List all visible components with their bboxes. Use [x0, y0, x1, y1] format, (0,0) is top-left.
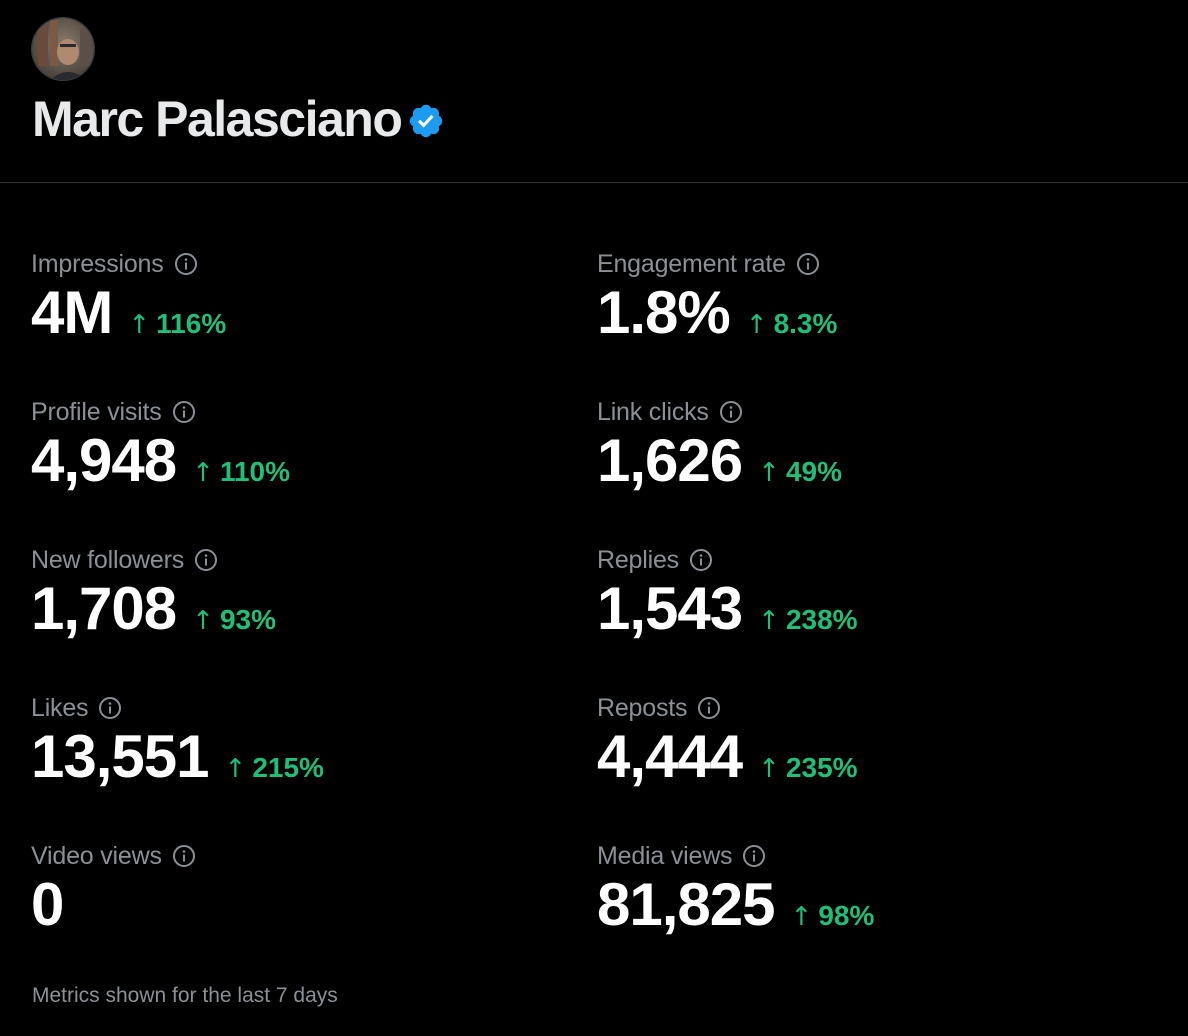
metric-change-value: 110% [219, 456, 291, 487]
metric-value: 4M [31, 279, 113, 346]
metric-change-value: 238% [785, 604, 858, 635]
metric-label: Likes [31, 693, 89, 722]
metric-label-row: Link clicks [597, 396, 743, 428]
profile-name-row: Marc Palasciano [32, 88, 445, 150]
info-icon[interactable] [719, 400, 743, 424]
metric-value-row: 4,948 ↑ 110% [31, 426, 290, 496]
profile-header: Marc Palasciano [0, 0, 1188, 183]
metric-change: ↑ 116% [128, 304, 226, 345]
arrow-up-icon: ↑ [192, 458, 214, 488]
metric-value: 4,444 [597, 723, 743, 790]
metric-new-followers: New followers 1,708 ↑ 93% [31, 544, 571, 684]
arrow-up-icon: ↑ [790, 902, 813, 932]
info-icon[interactable] [172, 844, 196, 868]
arrow-up-icon: ↑ [745, 310, 768, 340]
metric-replies: Replies 1,543 ↑ 238% [597, 544, 1137, 684]
metric-label-row: Video views [31, 840, 196, 872]
metric-label-row: Impressions [31, 248, 198, 280]
metric-value: 1,626 [597, 427, 743, 494]
metric-value-row: 4M ↑ 116% [31, 278, 226, 348]
metric-label-row: Engagement rate [597, 248, 820, 280]
metric-label: Reposts [597, 693, 688, 722]
metric-value-row: 1,626 ↑ 49% [597, 426, 842, 496]
metric-change-value: 98% [818, 900, 875, 931]
metric-label: Link clicks [597, 397, 709, 426]
metric-value-row: 1.8% ↑ 8.3% [597, 278, 837, 348]
metric-value-row: 13,551 ↑ 215% [31, 722, 324, 792]
arrow-up-icon: ↑ [758, 458, 780, 488]
metric-value: 0 [31, 871, 64, 938]
metric-label: Replies [597, 545, 679, 574]
metric-value: 1,708 [31, 575, 177, 642]
info-icon[interactable] [172, 400, 196, 424]
metric-label-row: Media views [597, 840, 766, 872]
metric-change: ↑ 110% [192, 452, 290, 493]
arrow-up-icon: ↑ [758, 606, 780, 636]
arrow-up-icon: ↑ [224, 754, 247, 784]
metric-label: Engagement rate [597, 249, 786, 278]
metric-value-row: 81,825 ↑ 98% [597, 870, 874, 940]
arrow-up-icon: ↑ [192, 606, 214, 636]
info-icon[interactable] [98, 696, 122, 720]
metric-change: ↑ 93% [192, 600, 276, 641]
metric-likes: Likes 13,551 ↑ 215% [31, 692, 571, 832]
metric-label-row: New followers [31, 544, 218, 576]
metric-change: ↑ 98% [791, 896, 875, 937]
info-icon[interactable] [689, 548, 713, 572]
metric-profile-visits: Profile visits 4,948 ↑ 110% [31, 396, 571, 536]
metric-change-value: 235% [785, 752, 858, 783]
metric-value: 4,948 [31, 427, 177, 494]
metric-change: ↑ 235% [758, 748, 857, 789]
metric-label: Impressions [31, 249, 164, 278]
metric-change-value: 93% [219, 604, 276, 635]
metric-value: 13,551 [31, 723, 210, 790]
arrow-up-icon: ↑ [128, 310, 151, 340]
metric-value: 1,543 [597, 575, 743, 642]
metric-change: ↑ 49% [758, 452, 842, 493]
metric-video-views: Video views 0 [31, 840, 571, 980]
info-icon[interactable] [697, 696, 721, 720]
metric-media-views: Media views 81,825 ↑ 98% [597, 840, 1137, 980]
metric-engagement-rate: Engagement rate 1.8% ↑ 8.3% [597, 248, 1137, 388]
metric-change: ↑ 238% [758, 600, 857, 641]
avatar[interactable] [31, 17, 95, 81]
metric-value-row: 1,543 ↑ 238% [597, 574, 858, 644]
metric-label: Media views [597, 841, 733, 870]
info-icon[interactable] [796, 252, 820, 276]
metric-label: New followers [31, 545, 185, 574]
metric-value-row: 4,444 ↑ 235% [597, 722, 858, 792]
metric-change: ↑ 8.3% [746, 304, 838, 345]
arrow-up-icon: ↑ [758, 754, 780, 784]
metric-label: Video views [31, 841, 162, 870]
metric-value: 81,825 [597, 871, 776, 938]
metric-label-row: Profile visits [31, 396, 196, 428]
metric-value-row: 0 [31, 870, 64, 940]
metric-change: ↑ 215% [225, 748, 324, 789]
metric-change-value: 8.3% [773, 308, 838, 339]
metric-link-clicks: Link clicks 1,626 ↑ 49% [597, 396, 1137, 536]
metrics-period-note: Metrics shown for the last 7 days [32, 984, 338, 1007]
info-icon[interactable] [742, 844, 766, 868]
metric-impressions: Impressions 4M ↑ 116% [31, 248, 571, 388]
metric-change-value: 215% [252, 752, 324, 783]
metric-change-value: 116% [156, 308, 227, 339]
metric-change-value: 49% [785, 456, 842, 487]
metric-label-row: Reposts [597, 692, 721, 724]
metric-value-row: 1,708 ↑ 93% [31, 574, 276, 644]
metric-label: Profile visits [31, 397, 162, 426]
metric-label-row: Likes [31, 692, 122, 724]
verified-badge-icon [407, 102, 445, 140]
metric-reposts: Reposts 4,444 ↑ 235% [597, 692, 1137, 832]
info-icon[interactable] [194, 548, 218, 572]
metric-value: 1.8% [597, 279, 731, 346]
profile-name: Marc Palasciano [32, 91, 403, 147]
metric-label-row: Replies [597, 544, 713, 576]
info-icon[interactable] [174, 252, 198, 276]
